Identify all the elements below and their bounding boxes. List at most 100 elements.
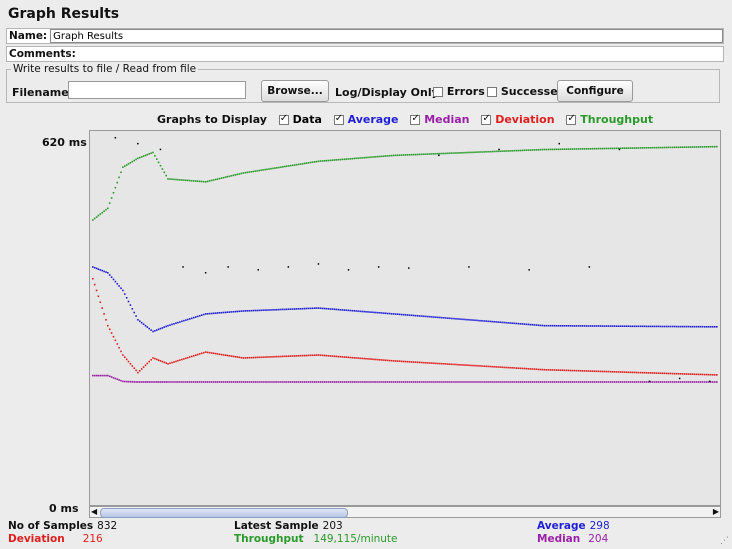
average-point (198, 315, 201, 317)
median-point (535, 381, 537, 383)
throughput-point (609, 147, 612, 150)
throughput-point (714, 145, 716, 148)
median-point (513, 381, 515, 383)
successes-checkbox[interactable] (487, 87, 497, 97)
throughput-point (712, 145, 714, 148)
throughput-point (224, 176, 227, 178)
throughput-point (393, 154, 395, 157)
average-point (343, 309, 346, 311)
horizontal-scrollbar[interactable]: ◀ ▶ (89, 506, 721, 518)
deviation-point (212, 352, 215, 355)
median-point (345, 381, 347, 383)
throughput-point (633, 147, 636, 149)
comments-row[interactable]: Comments: (6, 46, 724, 62)
deviation-point (681, 373, 684, 375)
scroll-left-icon[interactable]: ◀ (91, 507, 98, 516)
throughput-point (169, 178, 171, 180)
throughput-point (507, 150, 509, 152)
median-point (238, 381, 241, 383)
successes-checkbox-group[interactable]: Successes (487, 85, 564, 98)
median-point (260, 381, 262, 383)
configure-button[interactable]: Configure (557, 80, 633, 102)
median-point (377, 381, 379, 383)
deviation-point (140, 368, 143, 370)
average-point (349, 309, 351, 312)
deviation-point (321, 354, 324, 357)
average-point (161, 327, 164, 329)
toggle-median[interactable]: Median (410, 113, 470, 126)
deviation-point (710, 373, 712, 376)
throughput-point (359, 157, 361, 159)
deviation-point (593, 370, 596, 372)
average-point (238, 310, 241, 313)
errors-checkbox[interactable] (433, 87, 443, 97)
deviation-point (351, 356, 353, 359)
average-point (347, 309, 349, 312)
throughput-point (653, 146, 656, 149)
average-checkbox[interactable] (333, 113, 344, 125)
average-point (509, 322, 511, 324)
median-point (617, 381, 620, 383)
deviation-point (349, 356, 351, 359)
throughput-checkbox[interactable] (566, 113, 577, 125)
average-point (669, 325, 672, 328)
median-checkbox[interactable] (410, 113, 421, 125)
average-point (331, 308, 334, 310)
average-point (272, 309, 274, 311)
scroll-thumb[interactable] (100, 508, 348, 518)
median-point (710, 381, 712, 383)
throughput-point (635, 147, 638, 149)
median-point (593, 381, 596, 383)
average-point (258, 309, 260, 312)
deviation-point (97, 295, 100, 298)
deviation-point (305, 354, 308, 357)
toggle-deviation[interactable]: Deviation (481, 113, 555, 126)
scroll-right-icon[interactable]: ▶ (712, 507, 719, 516)
browse-button[interactable]: Browse... (261, 80, 329, 102)
deviation-checkbox[interactable] (481, 113, 492, 125)
throughput-point (515, 149, 517, 152)
resize-grip-icon[interactable]: ⋰ (720, 536, 729, 546)
throughput-point (242, 172, 245, 174)
errors-checkbox-group[interactable]: Errors (433, 85, 485, 98)
deviation-point (417, 361, 419, 364)
toggle-throughput[interactable]: Throughput (566, 113, 653, 126)
deviation-point (435, 362, 437, 365)
deviation-point (343, 356, 346, 358)
average-point (385, 312, 387, 315)
throughput-point (451, 152, 453, 154)
average-point (307, 307, 310, 310)
median-point (250, 381, 252, 383)
average-point (551, 324, 554, 327)
average-point (140, 321, 143, 324)
deviation-point (254, 356, 256, 359)
median-point (429, 381, 431, 383)
filename-input[interactable] (68, 81, 246, 99)
median-point (317, 381, 320, 383)
average-point (579, 325, 582, 327)
throughput-point (401, 154, 403, 156)
median-point (661, 381, 664, 383)
median-point (353, 381, 355, 383)
average-point (280, 308, 282, 311)
data-checkbox[interactable] (278, 113, 289, 125)
deviation-point (433, 362, 435, 364)
toggle-average[interactable]: Average (333, 113, 399, 126)
average-point (323, 307, 326, 310)
throughput-point (202, 180, 205, 183)
throughput-point (704, 146, 706, 148)
deviation-point (270, 356, 272, 358)
throughput-point (97, 214, 100, 217)
toggle-data[interactable]: Data (278, 113, 322, 126)
median-point (272, 381, 274, 383)
average-point (357, 310, 359, 312)
average-point (341, 309, 344, 311)
median-point (481, 381, 483, 383)
median-point (122, 380, 124, 383)
samples-stat: No of Samples 832 (8, 520, 117, 532)
average-point (605, 325, 608, 327)
average-point (407, 314, 409, 316)
deviation-point (623, 371, 626, 373)
average-point (649, 325, 652, 328)
name-input[interactable] (50, 29, 723, 43)
